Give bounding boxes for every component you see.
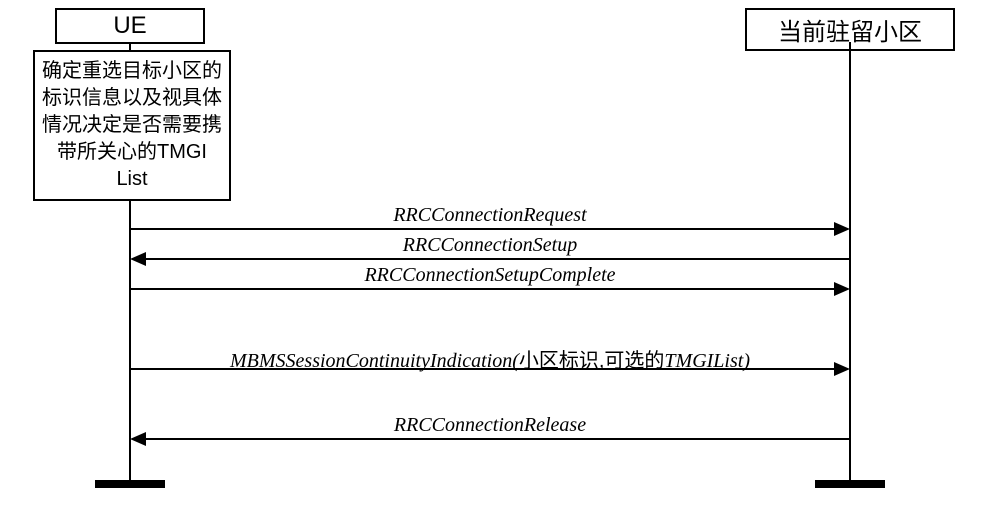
process-line-4: 带所关心的TMGI [39,139,225,166]
msg-2-line [146,258,849,260]
msg-1-line [131,228,834,230]
msg-3-label: RRCConnectionSetupComplete [130,264,850,287]
process-box: 确定重选目标小区的 标识信息以及视具体 情况决定是否需要携 带所关心的TMGI … [33,50,231,201]
msg-4-head [834,362,850,376]
process-line-1: 确定重选目标小区的 [39,58,225,85]
process-line-3: 情况决定是否需要携 [39,112,225,139]
process-line-5: List [39,166,225,193]
msg-2-label: RRCConnectionSetup [130,234,850,257]
msg-3-line [131,288,834,290]
sequence-diagram: UE 当前驻留小区 确定重选目标小区的 标识信息以及视具体 情况决定是否需要携 … [0,0,1000,505]
msg-3-head [834,282,850,296]
msg-5-line [146,438,849,440]
actor-ue-box: UE [55,8,205,44]
lifeline-ue-foot [95,480,165,488]
msg-4-line [131,368,834,370]
process-line-2: 标识信息以及视具体 [39,85,225,112]
lifeline-cell-foot [815,480,885,488]
msg-5-label: RRCConnectionRelease [130,414,850,437]
actor-ue-label: UE [113,12,146,39]
msg-5-head [130,432,146,446]
msg-1-label: RRCConnectionRequest [130,204,850,227]
